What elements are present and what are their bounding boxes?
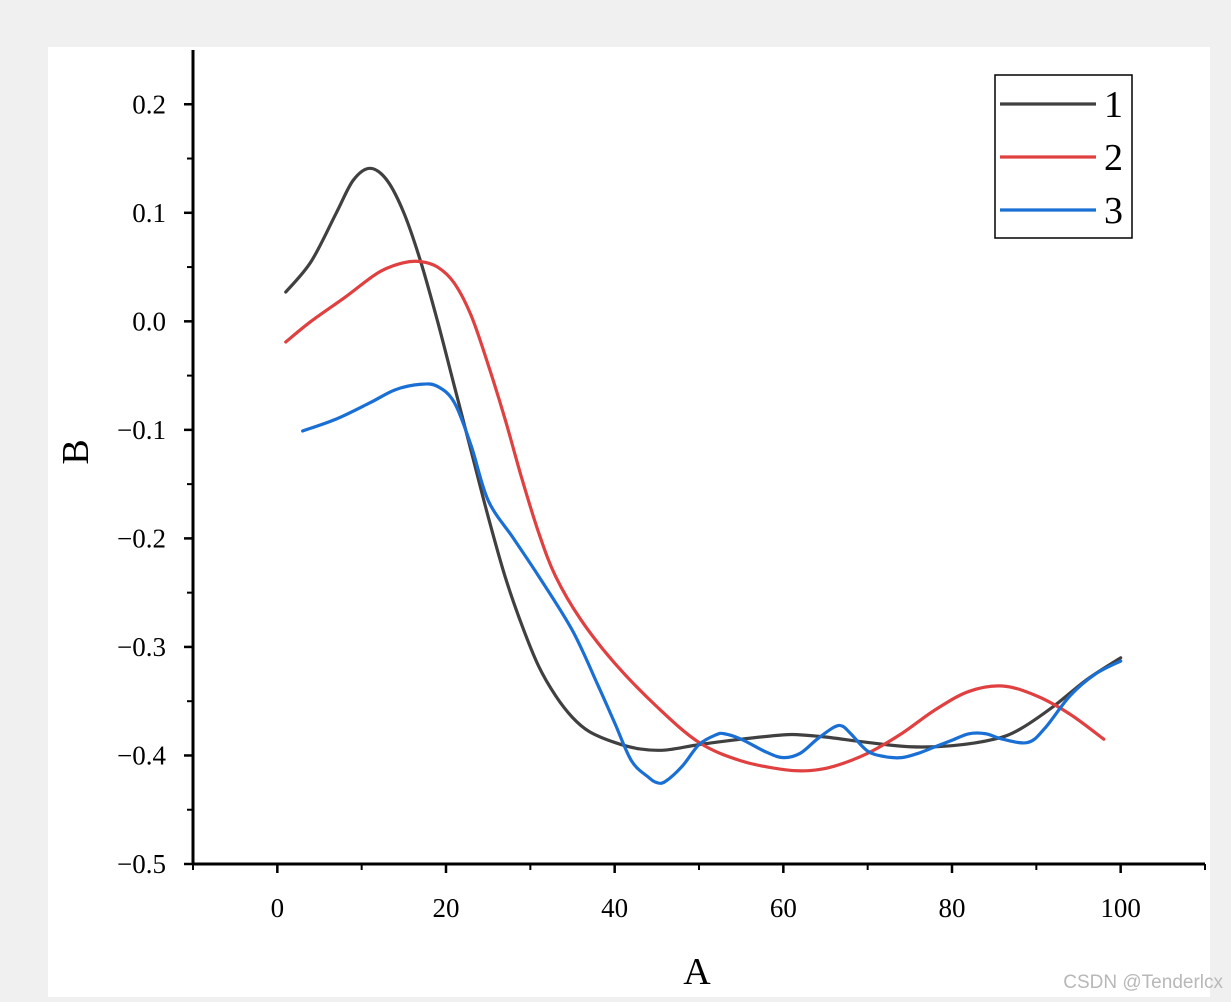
- watermark: CSDN @Tenderlcx: [1063, 972, 1223, 993]
- legend-label-3: 3: [1104, 190, 1123, 232]
- x-tick-label: 100: [1100, 893, 1141, 923]
- x-tick-label: 80: [939, 893, 966, 923]
- y-tick-label: −0.4: [117, 740, 166, 770]
- plot-canvas: −0.5 −0.4 −0.3 −0.2 −0.1 0.0 0.1 0.2 0 20 40 60 80 10…: [48, 47, 1210, 997]
- y-tick-label: −0.5: [117, 849, 166, 879]
- y-tick-label: 0.1: [132, 198, 166, 228]
- x-axis-title: A: [683, 951, 711, 993]
- line-chart: −0.5 −0.4 −0.3 −0.2 −0.1 0.0 0.1 0.2 0 20 40 60 80 10…: [55, 50, 1206, 993]
- series-2-line: [284, 259, 1106, 773]
- x-tick-label: 20: [433, 893, 460, 923]
- axes: −0.5 −0.4 −0.3 −0.2 −0.1 0.0 0.1 0.2 0 20 40 60 80 10…: [55, 50, 1206, 993]
- series-group: [284, 166, 1123, 785]
- y-tick-label: −0.1: [117, 415, 166, 445]
- x-tick-label: 40: [601, 893, 628, 923]
- legend-label-2: 2: [1104, 137, 1123, 179]
- x-tick-label: 60: [770, 893, 797, 923]
- x-tick-label: 0: [271, 893, 285, 923]
- series-1-line: [284, 166, 1123, 752]
- legend-label-1: 1: [1104, 84, 1123, 126]
- legend: 1 2 3: [994, 74, 1133, 239]
- y-tick-label: −0.3: [117, 632, 166, 662]
- series-3-line: [301, 382, 1123, 785]
- y-tick-label: −0.2: [117, 523, 166, 553]
- y-axis-title: B: [55, 439, 97, 464]
- y-tick-label: 0.0: [132, 306, 166, 336]
- y-tick-label: 0.2: [132, 89, 166, 119]
